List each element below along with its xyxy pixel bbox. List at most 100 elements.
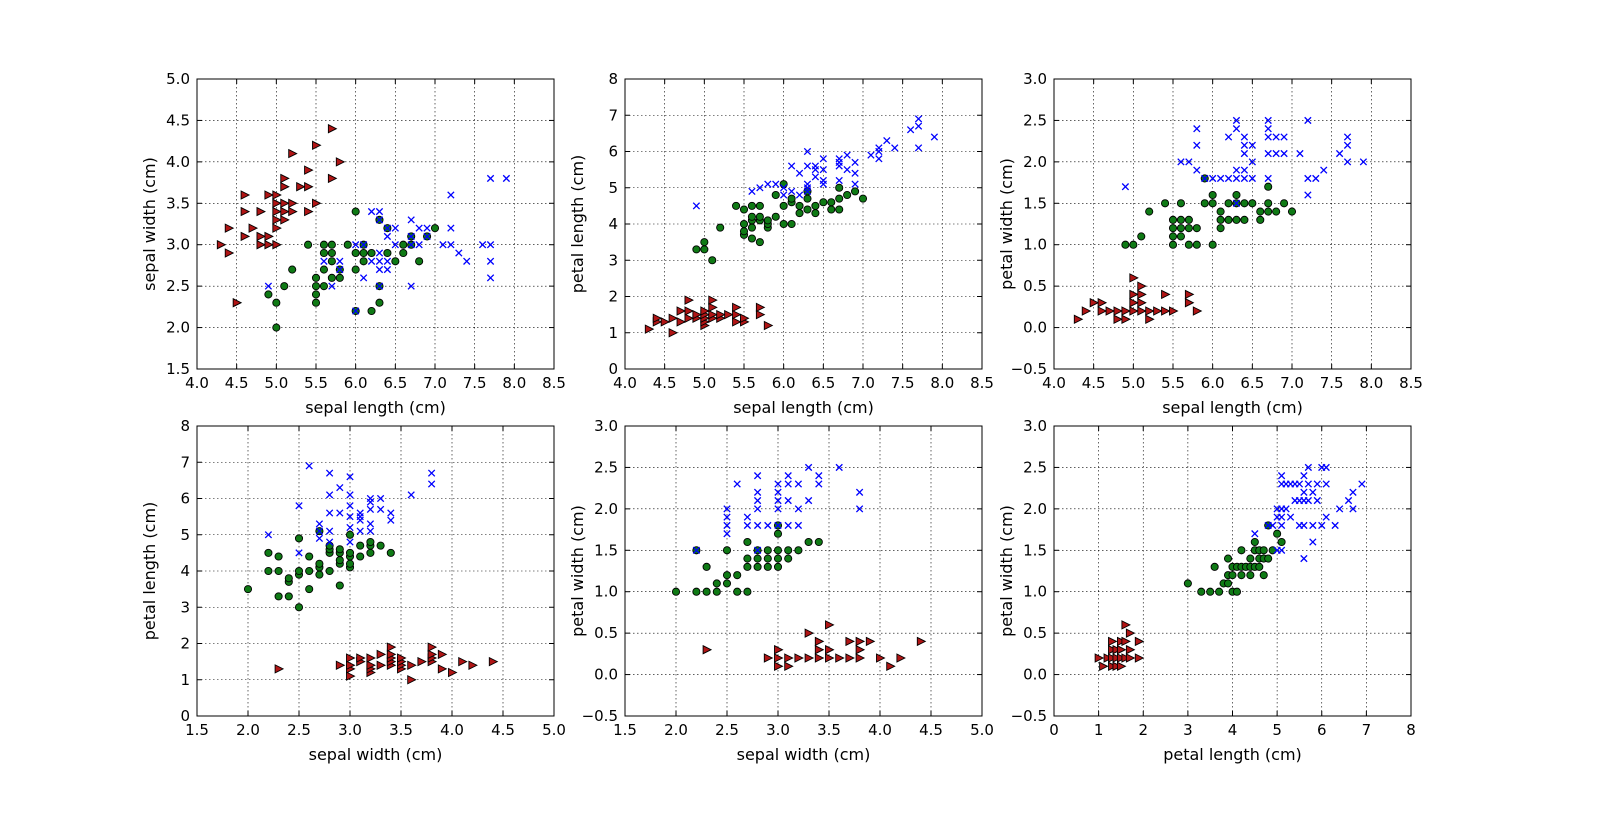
virginica-point	[1248, 158, 1256, 166]
virginica-point	[787, 187, 796, 196]
versicolor-point	[272, 323, 281, 332]
virginica-point	[455, 249, 463, 257]
y-tick-label: 2.5	[1023, 458, 1047, 476]
setosa-point	[407, 660, 417, 670]
virginica-point	[753, 521, 762, 530]
virginica-point	[366, 494, 375, 503]
x-tick-label: 4.0	[1042, 374, 1066, 392]
virginica-point	[356, 509, 364, 517]
virginica-point	[383, 265, 392, 274]
y-tick-label: 4.0	[166, 153, 190, 171]
virginica-point	[1264, 174, 1272, 183]
virginica-point	[804, 496, 813, 505]
setosa-point	[488, 656, 499, 667]
y-tick-label: 2.0	[1023, 500, 1047, 518]
x-tick-label: 3.5	[389, 721, 413, 739]
setosa-point	[232, 297, 243, 308]
versicolor-point	[671, 587, 681, 596]
virginica-point	[346, 538, 354, 546]
x-tick-label: 4.5	[1082, 374, 1106, 392]
virginica-point	[815, 480, 823, 488]
setosa-point	[1112, 661, 1122, 672]
virginica-point	[375, 207, 384, 216]
setosa-point	[1184, 289, 1195, 300]
virginica-point	[1232, 116, 1241, 125]
setosa-point	[660, 317, 671, 327]
y-tick-label: 3.5	[166, 194, 190, 212]
virginica-point	[753, 505, 762, 513]
setosa-point	[1145, 306, 1155, 316]
versicolor-point	[1228, 571, 1237, 580]
versicolor-point	[739, 205, 749, 214]
versicolor-point	[712, 579, 721, 588]
versicolor-point	[747, 234, 756, 243]
setosa-point	[804, 628, 815, 638]
versicolor-point	[1277, 537, 1286, 547]
setosa-point	[676, 317, 687, 327]
setosa-point	[1099, 661, 1109, 672]
setosa-point	[1137, 297, 1147, 308]
x-tick-label: 1.5	[613, 721, 637, 739]
versicolor-point	[1161, 199, 1170, 208]
versicolor-point	[851, 187, 860, 196]
setosa-point	[886, 661, 896, 672]
setosa-point	[346, 660, 356, 670]
y-tick-label: 6	[608, 143, 618, 161]
x-axis-label: sepal length (cm)	[305, 398, 446, 417]
versicolor-point	[1168, 240, 1178, 249]
setosa-point	[845, 636, 855, 647]
versicolor-point	[264, 566, 273, 576]
setosa-point	[1153, 306, 1163, 316]
y-tick-label: 2	[608, 288, 618, 306]
setosa-point	[1116, 644, 1127, 655]
virginica-point	[1358, 480, 1366, 488]
setosa-point	[1097, 297, 1108, 308]
virginica-point	[875, 144, 883, 152]
versicolor-point	[351, 265, 360, 274]
versicolor-point	[827, 198, 836, 207]
x-axis-label: sepal width (cm)	[309, 745, 443, 764]
versicolor-point	[366, 537, 375, 547]
axes-frame	[196, 425, 555, 717]
setosa-point	[732, 317, 742, 327]
setosa-point	[356, 653, 366, 663]
setosa-point	[312, 198, 322, 209]
versicolor-point	[773, 546, 783, 555]
virginica-point	[375, 249, 384, 257]
versicolor-point	[1287, 207, 1297, 216]
setosa-point	[708, 309, 718, 320]
versicolor-point	[835, 205, 844, 214]
virginica-point	[784, 521, 792, 530]
virginica-point	[359, 241, 368, 249]
virginica-point	[1240, 166, 1249, 174]
virginica-point	[366, 520, 375, 528]
virginica-point	[1264, 149, 1272, 158]
setosa-point	[1121, 653, 1131, 663]
virginica-point	[1300, 488, 1308, 496]
setosa-point	[708, 302, 718, 313]
setosa-point	[288, 206, 298, 217]
versicolor-point	[311, 290, 321, 299]
versicolor-point	[294, 603, 304, 612]
virginica-point	[1193, 141, 1201, 149]
setosa-point	[855, 653, 866, 663]
axes-frame	[624, 425, 983, 717]
versicolor-point	[288, 265, 297, 274]
virginica-point	[753, 546, 762, 554]
virginica-point	[1240, 174, 1249, 183]
virginica-point	[427, 480, 436, 488]
versicolor-point	[1176, 232, 1185, 241]
virginica-point	[1177, 158, 1185, 166]
virginica-point	[1277, 513, 1286, 521]
virginica-point	[1309, 521, 1317, 530]
virginica-point	[1232, 125, 1241, 133]
versicolor-point	[763, 562, 772, 571]
virginica-point	[774, 480, 782, 488]
setosa-point	[280, 215, 290, 225]
x-tick-label: 2.0	[664, 721, 688, 739]
virginica-point	[1264, 125, 1272, 133]
setosa-point	[312, 140, 322, 151]
setosa-point	[335, 660, 346, 670]
virginica-point	[328, 282, 336, 290]
virginica-point	[1295, 480, 1304, 488]
